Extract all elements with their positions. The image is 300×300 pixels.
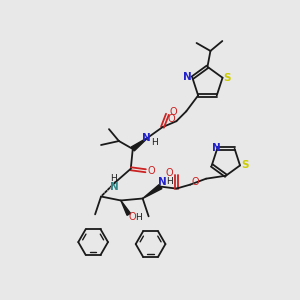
Text: N: N	[183, 72, 192, 82]
Text: O: O	[148, 166, 155, 176]
Text: O: O	[169, 107, 177, 117]
Polygon shape	[121, 200, 130, 215]
Text: N: N	[142, 133, 151, 143]
Text: H: H	[111, 174, 117, 183]
Text: O: O	[168, 114, 175, 124]
Text: N: N	[212, 143, 220, 153]
Polygon shape	[131, 137, 148, 151]
Text: O: O	[191, 177, 199, 187]
Text: N: N	[110, 182, 118, 192]
Text: O: O	[166, 168, 173, 178]
Text: S: S	[241, 160, 249, 170]
Polygon shape	[143, 184, 162, 199]
Text: H: H	[151, 137, 158, 146]
Text: H: H	[166, 177, 173, 186]
Text: N: N	[158, 177, 167, 187]
Text: S: S	[223, 73, 230, 83]
Text: H: H	[135, 213, 142, 222]
Text: O: O	[129, 212, 136, 222]
